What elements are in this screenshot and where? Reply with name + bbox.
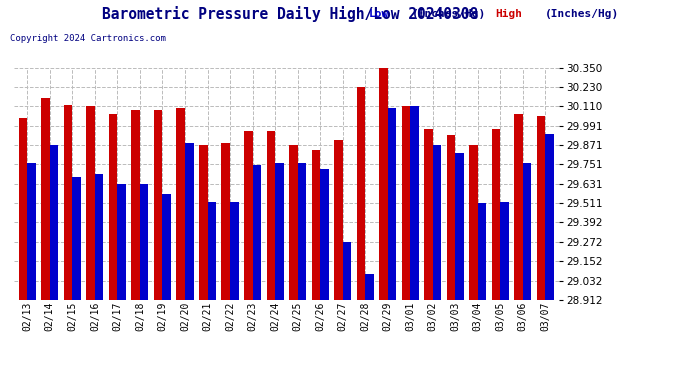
Bar <box>365 274 374 375</box>
Bar <box>230 202 239 375</box>
Bar <box>86 106 95 375</box>
Bar <box>469 145 477 375</box>
Bar <box>433 145 442 375</box>
Bar <box>275 163 284 375</box>
Text: Barometric Pressure Daily High/Low 20240308: Barometric Pressure Daily High/Low 20240… <box>101 6 478 22</box>
Bar <box>379 66 388 375</box>
Bar <box>545 134 554 375</box>
Bar <box>343 242 351 375</box>
Bar <box>357 87 365 375</box>
Bar <box>41 98 50 375</box>
Bar <box>109 114 117 375</box>
Bar <box>154 110 162 375</box>
Bar <box>402 106 411 375</box>
Bar <box>523 163 531 375</box>
Bar <box>477 203 486 375</box>
Bar <box>388 108 396 375</box>
Text: (Inches/Hg): (Inches/Hg) <box>412 9 486 20</box>
Bar <box>455 153 464 375</box>
Text: (Inches/Hg): (Inches/Hg) <box>545 9 620 20</box>
Bar <box>162 194 171 375</box>
Text: Low: Low <box>369 9 389 20</box>
Text: Copyright 2024 Cartronics.com: Copyright 2024 Cartronics.com <box>10 34 166 43</box>
Bar <box>253 165 261 375</box>
Bar <box>19 118 28 375</box>
Bar <box>537 116 545 375</box>
Bar <box>244 130 253 375</box>
Bar <box>500 202 509 375</box>
Bar <box>185 144 194 375</box>
Bar <box>289 145 297 375</box>
Bar <box>63 105 72 375</box>
Bar <box>131 110 140 375</box>
Bar <box>50 145 59 375</box>
Bar <box>334 140 343 375</box>
Bar <box>411 106 419 375</box>
Bar <box>117 184 126 375</box>
Bar <box>72 177 81 375</box>
Bar <box>424 129 433 375</box>
Bar <box>492 129 500 375</box>
Bar <box>297 163 306 375</box>
Bar <box>199 145 208 375</box>
Bar <box>95 174 104 375</box>
Bar <box>28 163 36 375</box>
Bar <box>221 144 230 375</box>
Bar <box>446 135 455 375</box>
Bar <box>140 184 148 375</box>
Bar <box>320 170 328 375</box>
Bar <box>312 150 320 375</box>
Bar <box>177 108 185 375</box>
Bar <box>208 202 216 375</box>
Bar <box>514 114 523 375</box>
Text: High: High <box>495 9 522 20</box>
Bar <box>266 130 275 375</box>
